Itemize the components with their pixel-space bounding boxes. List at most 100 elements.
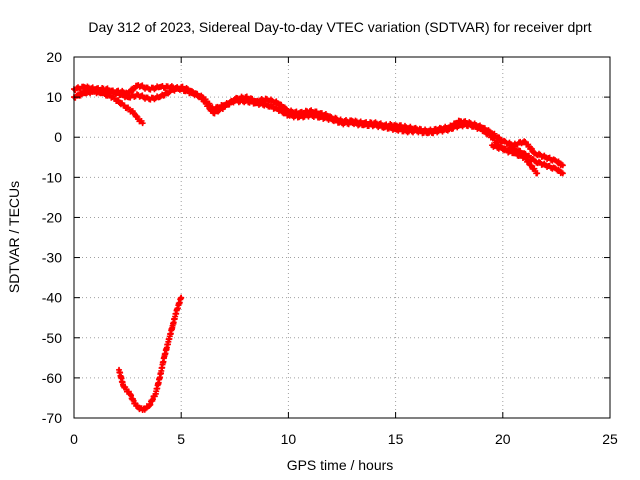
data-point (158, 85, 162, 89)
data-point (132, 111, 136, 115)
data-point (211, 111, 215, 115)
data-point (100, 91, 104, 95)
data-point (394, 123, 398, 127)
data-point (458, 119, 462, 123)
y-tick-label: 0 (54, 129, 62, 145)
y-tick-label: -10 (42, 169, 62, 185)
data-point (533, 151, 537, 155)
data-point (134, 404, 138, 408)
data-point (479, 125, 483, 129)
data-point (141, 121, 145, 125)
series-markers (71, 83, 566, 169)
data-point (158, 376, 162, 380)
series-track-4 (489, 142, 541, 177)
data-point (117, 368, 121, 372)
y-axis-label: SDTVAR / TECUs (6, 181, 22, 293)
data-series (71, 82, 566, 413)
data-point (529, 163, 533, 167)
data-point (561, 163, 565, 167)
data-point (447, 125, 451, 129)
y-tick-label: -30 (42, 250, 62, 266)
x-tick-label: 20 (495, 431, 511, 447)
axis-ticks: 0 5 10 15 20 25 20 10 0 -10 -20 -30 -40 -50 -60 -70 (42, 49, 618, 447)
data-point (158, 95, 162, 99)
x-tick-label: 10 (281, 431, 297, 447)
data-point (104, 87, 108, 91)
data-point (166, 340, 170, 344)
data-point (436, 127, 441, 131)
data-point (522, 139, 526, 143)
data-point (351, 119, 355, 123)
data-point (128, 392, 132, 396)
data-point (243, 95, 248, 99)
y-tick-label: -60 (42, 370, 62, 386)
data-point (201, 97, 205, 101)
gridlines (74, 57, 610, 418)
data-point (469, 121, 473, 125)
data-point (141, 408, 145, 412)
data-point (136, 93, 140, 97)
data-point (168, 89, 173, 93)
data-point (426, 129, 430, 133)
x-tick-label: 5 (177, 431, 185, 447)
data-point (121, 103, 125, 107)
data-point (175, 308, 179, 312)
data-point (329, 115, 333, 119)
data-point (404, 125, 408, 129)
data-point (147, 404, 151, 408)
data-point (136, 83, 140, 87)
x-tick-label: 0 (70, 431, 78, 447)
data-point (115, 91, 119, 95)
data-point (361, 121, 366, 125)
data-point (286, 109, 290, 113)
data-point (265, 103, 269, 107)
data-point (110, 95, 115, 99)
x-tick-label: 15 (388, 431, 404, 447)
data-point (121, 384, 125, 388)
y-tick-label: -50 (42, 330, 62, 346)
plot-frame (73, 56, 611, 419)
series-track-3 (77, 87, 146, 127)
data-point (318, 111, 323, 115)
data-point (511, 143, 516, 147)
data-point (276, 107, 280, 111)
data-point (544, 155, 548, 159)
x-axis-label: GPS time / hours (287, 457, 394, 473)
data-point (372, 121, 376, 125)
data-point (254, 99, 258, 103)
y-tick-label: 10 (46, 89, 62, 105)
data-point (561, 171, 565, 175)
data-point (126, 95, 130, 99)
data-point (179, 296, 183, 300)
data-point (147, 97, 151, 101)
data-point (78, 91, 83, 95)
data-point (383, 123, 387, 127)
data-point (222, 105, 226, 109)
x-tick-label: 25 (602, 431, 618, 447)
series-markers (116, 294, 185, 413)
data-point (535, 171, 539, 175)
data-point (522, 155, 526, 159)
series-track-2 (71, 83, 566, 169)
data-point (340, 119, 344, 123)
y-tick-label: -70 (42, 410, 62, 426)
y-tick-label: -40 (42, 290, 62, 306)
data-point (544, 163, 548, 167)
data-point (511, 151, 516, 155)
data-point (308, 109, 312, 113)
data-point (501, 139, 505, 143)
data-point (162, 356, 166, 360)
data-point (501, 147, 505, 151)
data-point (297, 111, 301, 115)
data-point (554, 159, 559, 163)
data-point (490, 131, 494, 135)
data-point (83, 85, 87, 89)
data-point (89, 89, 93, 93)
data-point (522, 151, 526, 155)
data-point (153, 392, 158, 396)
data-point (533, 159, 537, 163)
data-point (190, 89, 194, 93)
data-point (415, 127, 419, 131)
y-tick-label: -20 (42, 209, 62, 225)
